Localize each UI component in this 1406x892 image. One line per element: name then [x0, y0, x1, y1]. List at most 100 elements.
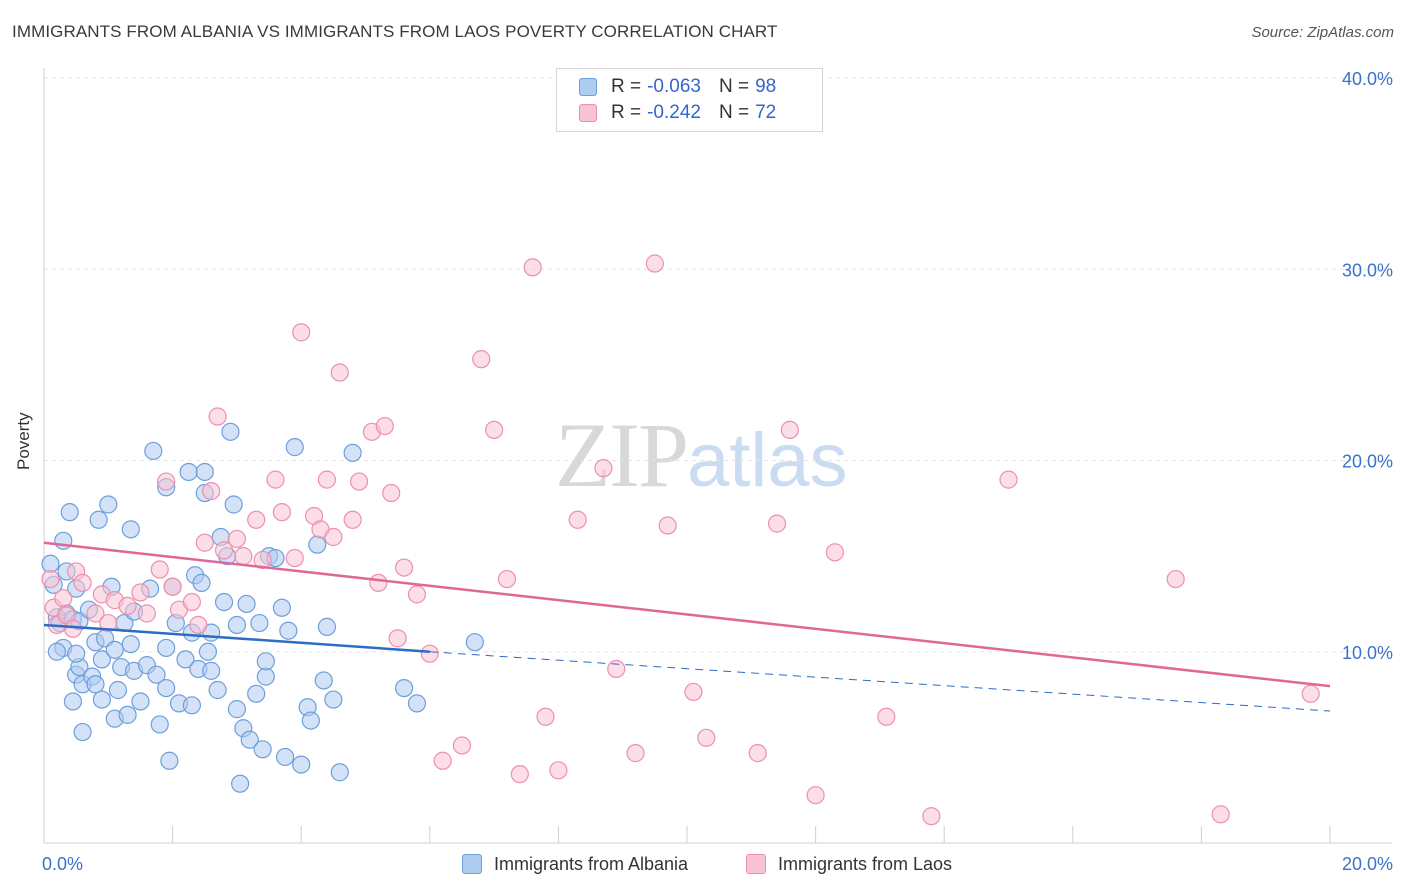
laos-point-54: [523, 258, 542, 277]
watermark-zip: ZIP: [555, 404, 689, 506]
albania-point-5: [47, 642, 66, 661]
albania-point-71: [227, 700, 246, 719]
laos-point-29: [266, 470, 285, 489]
albania-point-39: [131, 692, 150, 711]
albania-point-64: [208, 680, 227, 700]
laos-point-53: [510, 765, 529, 784]
albania-point-42: [144, 441, 163, 461]
albania-point-78: [253, 740, 272, 759]
albania-point-58: [192, 573, 211, 593]
bottom-laos-label: Immigrants from Laos: [778, 853, 953, 874]
laos-point-3: [54, 589, 73, 608]
trend-layer: [43, 541, 1331, 712]
albania-point-54: [182, 696, 201, 715]
y-tick-label-2: 30.0%: [1342, 260, 1393, 280]
albania-point-47: [157, 638, 176, 658]
laos-point-28: [253, 550, 272, 570]
albania-point-76: [247, 684, 266, 703]
laos-point-30: [272, 503, 292, 522]
y-tick-label-0: 10.0%: [1342, 643, 1393, 663]
laos-point-12: [118, 596, 137, 615]
albania-point-52: [176, 650, 195, 669]
laos-point-8: [86, 604, 105, 623]
albania-point-75: [240, 730, 259, 749]
albania-point-43: [147, 665, 166, 684]
laos-point-52: [497, 569, 517, 589]
laos-point-42: [375, 416, 394, 436]
laos-point-75: [1301, 684, 1320, 703]
albania-point-74: [237, 594, 256, 614]
laos-point-45: [394, 558, 414, 577]
albania-point-61: [198, 642, 218, 661]
albania-trend-extension: [429, 651, 1331, 712]
albania-point-63: [202, 661, 221, 680]
albania-point-84: [276, 747, 295, 767]
correlation-legend: R = -0.063 N = 98 R = -0.242 N = 72: [556, 68, 823, 132]
albania-point-97: [407, 694, 427, 713]
albania-point-80: [256, 652, 275, 671]
albania-point-93: [324, 690, 343, 709]
laos-point-37: [330, 363, 349, 382]
laos-point-51: [485, 420, 504, 439]
laos-point-27: [247, 510, 266, 529]
laos-point-38: [343, 510, 362, 529]
albania-point-34: [118, 705, 137, 724]
laos-point-7: [73, 573, 92, 593]
albania-swatch: [579, 78, 597, 96]
albania-point-27: [99, 495, 118, 514]
albania-point-77: [250, 613, 269, 633]
laos-point-62: [658, 516, 677, 535]
laos-point-63: [684, 682, 703, 702]
laos-point-5: [63, 619, 83, 638]
laos-point-47: [420, 644, 439, 663]
laos-point-70: [877, 707, 896, 726]
laos-point-17: [163, 577, 182, 596]
albania-trend-line: [43, 623, 430, 653]
laos-point-56: [549, 761, 568, 780]
laos-trend-line: [43, 541, 1331, 688]
laos-point-50: [472, 350, 491, 369]
laos-point-57: [568, 510, 587, 529]
albania-point-85: [279, 621, 298, 640]
albania-point-36: [121, 520, 140, 539]
laos-point-67: [780, 420, 799, 439]
laos-point-36: [324, 527, 343, 547]
albania-point-13: [63, 692, 83, 711]
tick-label-layer: 10.0% 20.0% 30.0% 40.0% 0.0% 20.0%: [42, 69, 1393, 874]
laos-point-68: [806, 786, 825, 805]
laos-point-44: [388, 629, 407, 648]
albania-point-46: [157, 678, 176, 698]
laos-r-label: R =: [611, 102, 642, 123]
bottom-legend-albania: Immigrants from Albania: [462, 852, 688, 876]
y-tick-label-1: 20.0%: [1342, 452, 1393, 472]
albania-point-18: [73, 722, 92, 742]
laos-point-58: [594, 459, 613, 478]
albania-point-70: [227, 615, 246, 635]
albania-point-29: [105, 640, 124, 659]
albania-point-98: [465, 633, 484, 652]
albania-point-24: [92, 690, 111, 709]
x-tick-label-1: 20.0%: [1342, 854, 1393, 874]
source-label: Source: ZipAtlas.com: [1251, 24, 1394, 41]
laos-point-65: [748, 744, 767, 763]
albania-point-94: [330, 763, 349, 782]
y-tick-label-3: 40.0%: [1342, 69, 1393, 89]
laos-point-73: [1166, 569, 1185, 589]
laos-point-64: [697, 728, 716, 747]
albania-point-87: [292, 755, 311, 774]
laos-point-59: [607, 659, 626, 679]
albania-n-value: 98: [755, 76, 777, 97]
bottom-albania-label: Immigrants from Albania: [494, 853, 689, 874]
laos-point-13: [131, 583, 150, 602]
albania-point-60: [195, 462, 214, 482]
albania-point-23: [89, 510, 108, 529]
albania-point-9: [60, 503, 79, 522]
laos-point-71: [999, 470, 1018, 489]
albania-point-17: [67, 644, 86, 663]
albania-point-35: [121, 634, 140, 654]
laos-point-15: [150, 560, 169, 579]
albania-point-48: [160, 751, 179, 770]
albania-point-96: [394, 678, 414, 698]
